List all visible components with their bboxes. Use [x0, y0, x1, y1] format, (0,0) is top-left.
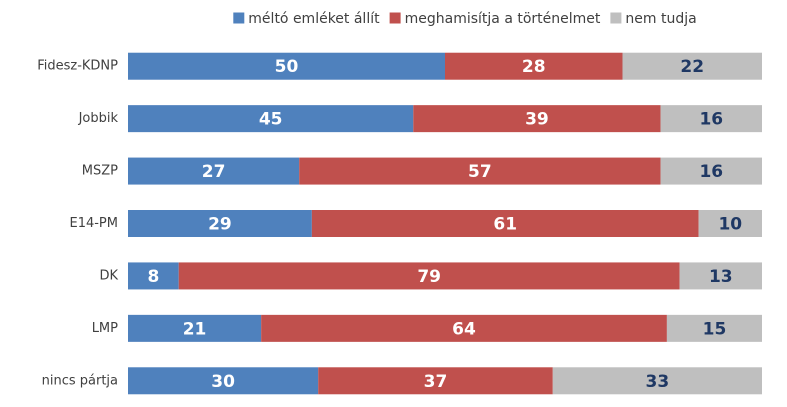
legend-label: méltó emléket állít: [248, 11, 380, 27]
data-label: 27: [202, 162, 226, 182]
data-label: 37: [424, 372, 448, 392]
bar-segment: [660, 105, 762, 133]
data-label: 10: [718, 215, 742, 235]
data-label: 28: [522, 57, 546, 77]
bar-segment: [698, 210, 762, 237]
category-label: E14-PM: [69, 216, 118, 231]
data-label: 64: [452, 319, 476, 339]
category-label: DK: [99, 268, 118, 283]
bar-segment: [299, 157, 661, 185]
legend-swatch: [233, 12, 245, 24]
bar-segment: [318, 367, 553, 395]
legend-label: nem tudja: [625, 11, 696, 27]
bar-segment: [128, 262, 179, 290]
data-label: 15: [703, 319, 727, 339]
bar-segment: [679, 262, 762, 290]
data-label: 33: [646, 372, 670, 392]
data-label: 39: [525, 110, 549, 130]
bar-segment: [128, 314, 262, 342]
bar-segment: [128, 157, 300, 185]
bar-segment: [413, 105, 661, 133]
category-label: nincs pártja: [42, 373, 118, 388]
bar-segment: [622, 52, 762, 80]
bar-segment: [128, 52, 445, 80]
data-label: 16: [699, 162, 723, 182]
bar-segment: [660, 157, 762, 185]
data-label: 29: [208, 215, 232, 235]
bar-segment: [445, 52, 623, 80]
category-label: MSZP: [82, 164, 118, 179]
data-label: 45: [259, 110, 283, 130]
bar-segment: [178, 262, 680, 290]
bar-segment: [261, 314, 667, 342]
data-label: 50: [275, 57, 299, 77]
legend-label: meghamisítja a történelmet: [405, 11, 601, 27]
data-label: 57: [468, 162, 492, 182]
category-label: Fidesz-KDNP: [37, 59, 118, 74]
category-label: LMP: [92, 321, 118, 336]
bar-segment: [128, 210, 312, 237]
data-label: 30: [211, 372, 235, 392]
data-label: 61: [493, 215, 517, 235]
data-label: 8: [147, 267, 159, 287]
legend-swatch: [610, 12, 622, 24]
data-label: 13: [709, 267, 733, 287]
bar-segment: [311, 210, 699, 237]
legend-swatch: [389, 12, 401, 24]
data-label: 79: [417, 267, 441, 287]
data-label: 22: [680, 57, 704, 77]
bar-segment: [552, 367, 762, 395]
bar-segment: [128, 105, 414, 133]
data-label: 21: [183, 319, 207, 339]
category-label: Jobbik: [78, 111, 119, 126]
data-label: 16: [699, 110, 723, 130]
bar-segment: [128, 367, 319, 395]
bar-segment: [666, 314, 762, 342]
